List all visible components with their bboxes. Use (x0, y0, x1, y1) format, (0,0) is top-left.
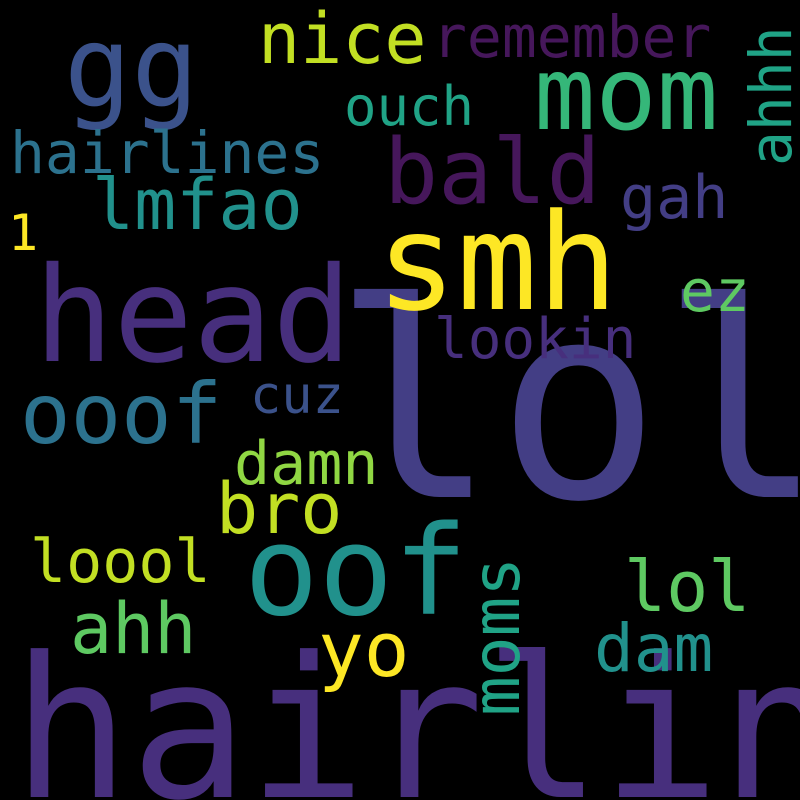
word-dam: dam (594, 610, 714, 687)
word-ahh: ahh (70, 588, 197, 670)
word-ez: ez (680, 257, 750, 325)
word-lookin: lookin (434, 307, 637, 372)
word-hairlines: hairlines (10, 119, 325, 187)
word-cuz: cuz (250, 366, 344, 426)
word-nice: nice (258, 0, 427, 80)
word-gg: gg (64, 3, 199, 133)
word-mom: mom (534, 35, 719, 154)
word-lol-small: lol (624, 546, 751, 628)
word-lol-large: lol (333, 246, 800, 562)
word-smh: smh (376, 185, 619, 341)
word-ahhh: ahhh (737, 26, 800, 166)
word-lmfao: lmfao (92, 164, 303, 246)
word-bald: bald (384, 120, 601, 225)
word-remember: remember (432, 3, 712, 71)
word-ooof: ooof (20, 365, 223, 463)
word-hairline: hairline (12, 616, 800, 800)
word-loool: loool (30, 527, 211, 597)
word-one: 1 (8, 204, 39, 262)
word-damn: damn (234, 429, 379, 499)
word-oof: oof (244, 500, 468, 644)
word-yo: yo (318, 605, 410, 694)
word-ouch: ouch (344, 75, 475, 138)
word-moms: moms (458, 557, 535, 716)
word-head: head (34, 239, 352, 393)
word-bro: bro (216, 468, 343, 550)
word-gah: gah (620, 163, 729, 233)
